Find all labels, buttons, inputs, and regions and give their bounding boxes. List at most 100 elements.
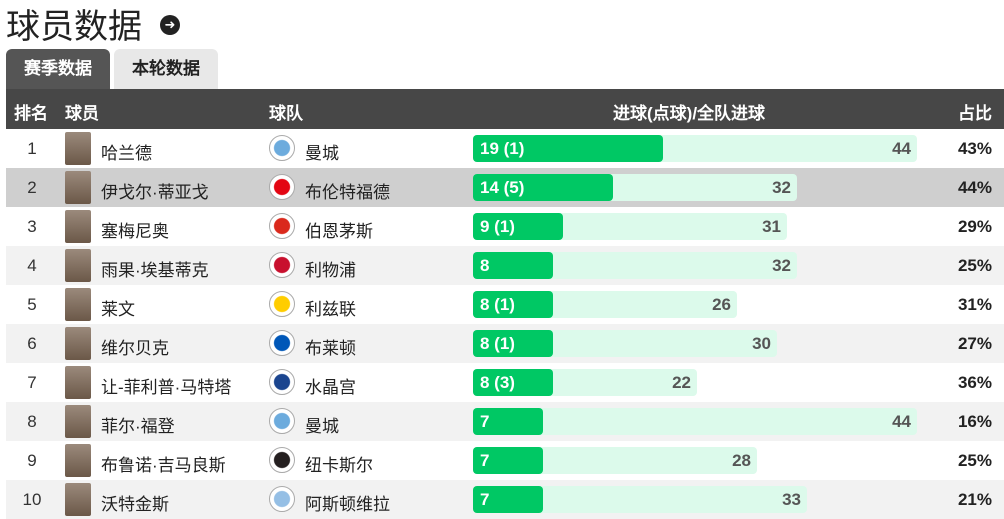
arrow-right-icon[interactable]: ➜ (160, 15, 180, 35)
header-pct: 占比 (958, 104, 992, 123)
player-goals-bar: 7 (473, 408, 543, 435)
table-row[interactable]: 7 让-菲利普·马特塔 水晶宫 8 (3) 22 36% (6, 363, 1004, 402)
goal-share: 16% (957, 412, 992, 431)
goals-label: 14 (5) (480, 178, 525, 197)
goals-label: 8 (1) (480, 334, 515, 353)
team-name[interactable]: 伯恩茅斯 (305, 222, 373, 241)
team-total: 31 (762, 217, 781, 236)
rank: 3 (27, 217, 37, 236)
goals-label: 9 (1) (480, 217, 515, 236)
player-avatar (65, 171, 91, 204)
team-logo-icon (269, 291, 295, 317)
header-team: 球队 (269, 104, 303, 123)
table-row[interactable]: 9 布鲁诺·吉马良斯 纽卡斯尔 7 28 25% (6, 441, 1004, 480)
player-goals-bar: 7 (473, 447, 543, 474)
team-name[interactable]: 布莱顿 (305, 339, 356, 358)
team-name[interactable]: 布伦特福德 (305, 183, 390, 202)
table-row[interactable]: 6 维尔贝克 布莱顿 8 (1) 30 27% (6, 324, 1004, 363)
goals-label: 8 (480, 256, 490, 275)
table-row[interactable]: 4 雨果·埃基蒂克 利物浦 8 32 25% (6, 246, 1004, 285)
goals-label: 7 (480, 412, 490, 431)
team-name[interactable]: 阿斯顿维拉 (305, 495, 390, 514)
team-total: 26 (712, 295, 731, 314)
team-name[interactable]: 曼城 (305, 417, 339, 436)
goal-share: 27% (957, 334, 992, 353)
tab-round-stats[interactable]: 本轮数据 (114, 49, 218, 89)
table-row[interactable]: 1 哈兰德 曼城 19 (1) 44 43% (6, 129, 1004, 168)
team-total: 32 (772, 256, 791, 275)
team-name[interactable]: 曼城 (305, 144, 339, 163)
team-goals-bar: 7 33 (473, 486, 807, 513)
player-goals-bar: 14 (5) (473, 174, 613, 201)
player-goals-bar: 8 (1) (473, 291, 553, 318)
table-row[interactable]: 8 菲尔·福登 曼城 7 44 16% (6, 402, 1004, 441)
goal-share: 43% (957, 139, 992, 158)
team-goals-bar: 8 (3) 22 (473, 369, 697, 396)
player-name[interactable]: 伊戈尔·蒂亚戈 (101, 183, 209, 202)
rank: 6 (27, 334, 37, 353)
team-logo-icon (269, 213, 295, 239)
team-total: 32 (772, 178, 791, 197)
team-goals-bar: 14 (5) 32 (473, 174, 797, 201)
team-name[interactable]: 利兹联 (305, 300, 356, 319)
header-rank: 排名 (14, 104, 48, 123)
player-name[interactable]: 菲尔·福登 (101, 417, 175, 436)
team-logo-icon (269, 174, 295, 200)
team-name[interactable]: 水晶宫 (305, 378, 356, 397)
header-goals: 进球(点球)/全队进球 (613, 104, 766, 123)
table-row[interactable]: 10 沃特金斯 阿斯顿维拉 7 33 21% (6, 480, 1004, 519)
goal-share: 44% (957, 178, 992, 197)
team-goals-bar: 8 32 (473, 252, 797, 279)
player-name[interactable]: 莱文 (101, 300, 135, 319)
table-row[interactable]: 2 伊戈尔·蒂亚戈 布伦特福德 14 (5) 32 44% (6, 168, 1004, 207)
player-name[interactable]: 维尔贝克 (101, 339, 169, 358)
page-title: 球员数据 ➜ (6, 0, 180, 46)
team-goals-bar: 9 (1) 31 (473, 213, 787, 240)
team-logo-icon (269, 486, 295, 512)
team-total: 44 (892, 412, 911, 431)
team-logo-icon (269, 408, 295, 434)
team-total: 44 (892, 139, 911, 158)
player-name[interactable]: 塞梅尼奥 (101, 222, 169, 241)
player-avatar (65, 405, 91, 438)
goals-label: 8 (3) (480, 373, 515, 392)
rank: 4 (27, 256, 37, 275)
player-avatar (65, 483, 91, 516)
team-logo-icon (269, 135, 295, 161)
table-row[interactable]: 5 莱文 利兹联 8 (1) 26 31% (6, 285, 1004, 324)
player-name[interactable]: 哈兰德 (101, 144, 152, 163)
tab-season-stats[interactable]: 赛季数据 (6, 49, 110, 89)
player-name[interactable]: 让-菲利普·马特塔 (101, 378, 232, 397)
team-goals-bar: 7 28 (473, 447, 757, 474)
player-avatar (65, 327, 91, 360)
rank: 2 (27, 178, 37, 197)
player-goals-bar: 8 (1) (473, 330, 553, 357)
team-logo-icon (269, 447, 295, 473)
player-name[interactable]: 沃特金斯 (101, 495, 169, 514)
team-total: 33 (782, 490, 801, 509)
player-goals-bar: 8 (3) (473, 369, 553, 396)
player-goals-bar: 19 (1) (473, 135, 663, 162)
player-avatar (65, 288, 91, 321)
rank: 9 (27, 451, 37, 470)
team-logo-icon (269, 369, 295, 395)
rank: 7 (27, 373, 37, 392)
player-name[interactable]: 雨果·埃基蒂克 (101, 261, 209, 280)
team-name[interactable]: 利物浦 (305, 261, 356, 280)
rank: 10 (22, 490, 42, 509)
table-row[interactable]: 3 塞梅尼奥 伯恩茅斯 9 (1) 31 29% (6, 207, 1004, 246)
goal-share: 25% (957, 256, 992, 275)
team-name[interactable]: 纽卡斯尔 (305, 456, 373, 475)
team-goals-bar: 8 (1) 26 (473, 291, 737, 318)
table-header: 排名 球员 球队 进球(点球)/全队进球 占比 (6, 89, 1004, 129)
goal-share: 25% (957, 451, 992, 470)
goals-label: 7 (480, 490, 490, 509)
team-total: 28 (732, 451, 751, 470)
team-goals-bar: 8 (1) 30 (473, 330, 777, 357)
player-name[interactable]: 布鲁诺·吉马良斯 (101, 456, 226, 475)
player-avatar (65, 210, 91, 243)
player-avatar (65, 444, 91, 477)
goal-share: 31% (957, 295, 992, 314)
rank: 1 (27, 139, 37, 158)
goals-label: 7 (480, 451, 490, 470)
